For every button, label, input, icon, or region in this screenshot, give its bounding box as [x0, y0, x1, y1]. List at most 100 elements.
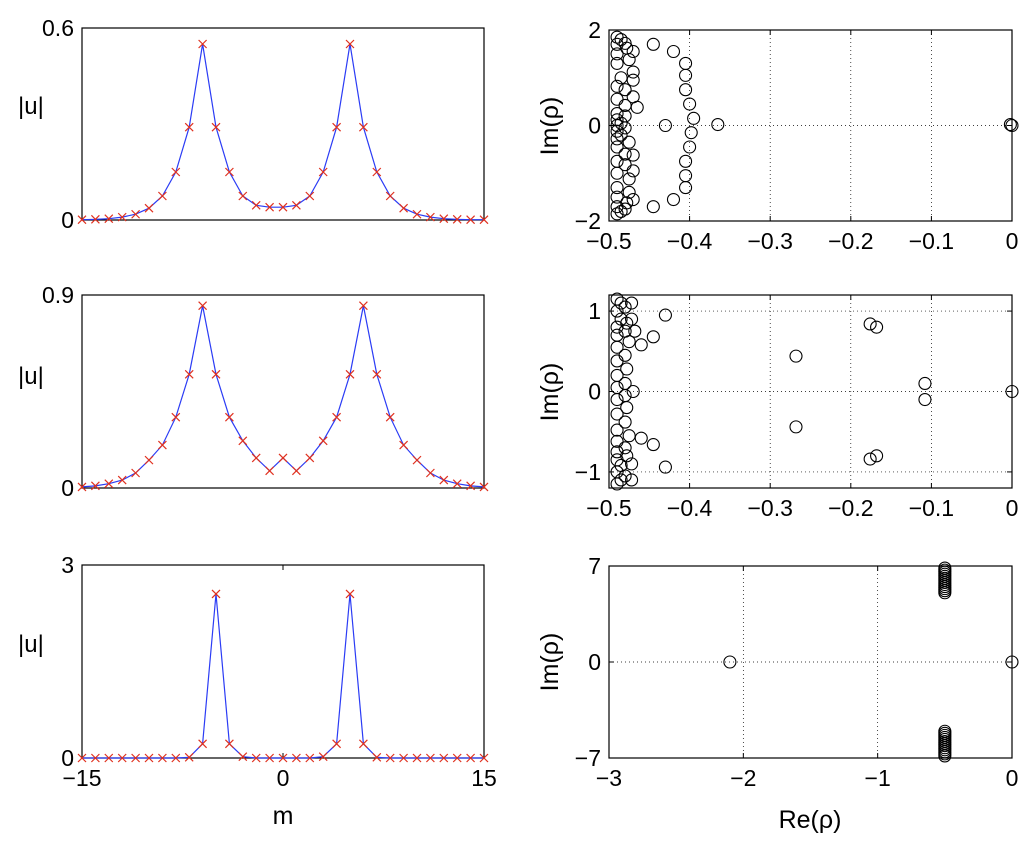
x-tick-label: 0	[277, 765, 290, 791]
data-point-x-marker	[305, 453, 315, 463]
data-point-x-marker	[305, 753, 315, 763]
panel-left-bottom: |u| m 03−15 0 15	[18, 552, 497, 830]
data-point-x-marker	[425, 212, 435, 222]
eigenvalue-point	[938, 749, 952, 763]
y-tick-label: 0	[588, 113, 601, 139]
eigenvalue-point	[614, 128, 628, 142]
x-tick-label: −0.1	[909, 228, 954, 254]
eigenvalue-point	[610, 166, 624, 180]
eigenvalue-point	[679, 181, 693, 195]
eigenvalue-point	[622, 135, 636, 149]
eigenvalue-point	[610, 118, 624, 133]
eigenvalue-point	[679, 83, 693, 97]
eigenvalue-point	[618, 147, 632, 161]
panel-left-middle: |u| 0 0.9	[18, 282, 489, 501]
eigenvalue-point	[684, 126, 698, 140]
x-tick-label: −1	[865, 765, 891, 791]
eigenvalue-point	[618, 202, 632, 216]
eigenvalue-point	[658, 308, 672, 322]
x-tick-label: 15	[471, 765, 497, 791]
eigenvalue-point	[620, 449, 634, 463]
data-point-x-marker	[332, 412, 342, 422]
data-point-x-marker	[77, 753, 87, 763]
data-point-x-marker	[452, 214, 462, 224]
data-point-x-marker	[399, 753, 409, 763]
y-tick-label: 0.6	[42, 15, 74, 41]
eigenvalue-point	[610, 140, 624, 154]
eigenvalue-point	[618, 83, 632, 97]
data-point-x-marker	[171, 412, 181, 422]
eigenvalue-point	[620, 401, 634, 415]
x-tick-label: −2	[730, 765, 756, 791]
eigenvalue-point	[1005, 384, 1019, 399]
data-point-x-marker	[157, 753, 167, 763]
eigenvalue-point	[610, 407, 624, 421]
eigenvalue-point	[626, 384, 640, 399]
data-point-x-marker	[466, 481, 476, 491]
plot-frame	[81, 294, 485, 489]
y-tick-label: 0	[61, 207, 74, 233]
data-point-x-marker	[278, 453, 288, 463]
eigenvalue-point	[610, 320, 624, 334]
data-point-x-marker	[198, 301, 208, 311]
data-point-x-marker	[425, 468, 435, 478]
data-point-x-marker	[439, 753, 449, 763]
eigenvalue-point	[610, 154, 624, 168]
data-point-x-marker	[211, 589, 221, 599]
data-point-x-marker	[265, 202, 275, 212]
y-tick-label: 7	[588, 553, 601, 579]
eigenvalue-point	[610, 207, 624, 221]
eigenvalue-point	[620, 362, 634, 376]
eigenvalue-point	[610, 56, 624, 70]
eigenvalue-point	[634, 338, 648, 352]
eigenvalue-point	[666, 192, 681, 207]
data-point-x-marker	[452, 479, 462, 489]
x-tick-label: 0	[1006, 228, 1019, 254]
data-point-x-marker	[224, 739, 234, 749]
eigenvalue-point	[625, 312, 639, 326]
eigenvalue-point	[614, 296, 628, 310]
y-axis-title: |u|	[18, 93, 44, 120]
y-axis-title: |u|	[18, 363, 44, 390]
data-point-x-marker	[77, 215, 87, 225]
data-point-x-marker	[265, 466, 275, 476]
eigenvalue-point	[610, 392, 624, 407]
eigenvalue-point	[610, 445, 624, 459]
panel-left-top: |u| 0 0.6	[18, 15, 489, 233]
data-point-x-marker	[117, 475, 127, 485]
x-tick-label: −0.5	[586, 228, 631, 254]
y-tick-label: 0	[588, 379, 601, 405]
eigenvalue-point	[918, 392, 932, 407]
eigenvalue-point	[1003, 117, 1017, 132]
eigenvalue-point	[679, 56, 693, 70]
data-point-x-marker	[479, 215, 489, 225]
y-tick-label: −7	[575, 745, 601, 771]
y-tick-label: −2	[575, 208, 601, 234]
x-tick-label: −0.2	[828, 228, 873, 254]
eigenvalue-point	[666, 44, 681, 59]
eigenvalue-point	[658, 118, 672, 133]
x-tick-label: −0.2	[828, 495, 873, 521]
eigenvalue-point	[610, 181, 624, 195]
eigenvalue-point	[610, 354, 624, 368]
data-point-x-marker	[198, 39, 208, 49]
data-point-x-marker	[305, 191, 315, 201]
y-tick-label: 0.9	[42, 282, 74, 308]
data-point-x-marker	[479, 753, 489, 763]
series-line	[81, 305, 485, 488]
data-point-x-marker	[358, 739, 368, 749]
eigenvalue-point	[658, 460, 672, 474]
data-point-x-marker	[318, 167, 328, 177]
x-tick-label: −0.4	[667, 495, 713, 521]
data-point-x-marker	[479, 482, 489, 492]
eigenvalue-point	[622, 185, 636, 199]
y-tick-label: −1	[575, 459, 601, 485]
eigenvalue-point	[610, 200, 624, 214]
eigenvalue-point	[630, 100, 644, 114]
eigenvalue-point	[687, 111, 701, 125]
data-point-x-marker	[466, 215, 476, 225]
data-point-x-marker	[412, 753, 422, 763]
data-point-x-marker	[385, 412, 395, 422]
data-point-x-marker	[251, 200, 261, 210]
x-tick-label: −0.3	[747, 228, 792, 254]
